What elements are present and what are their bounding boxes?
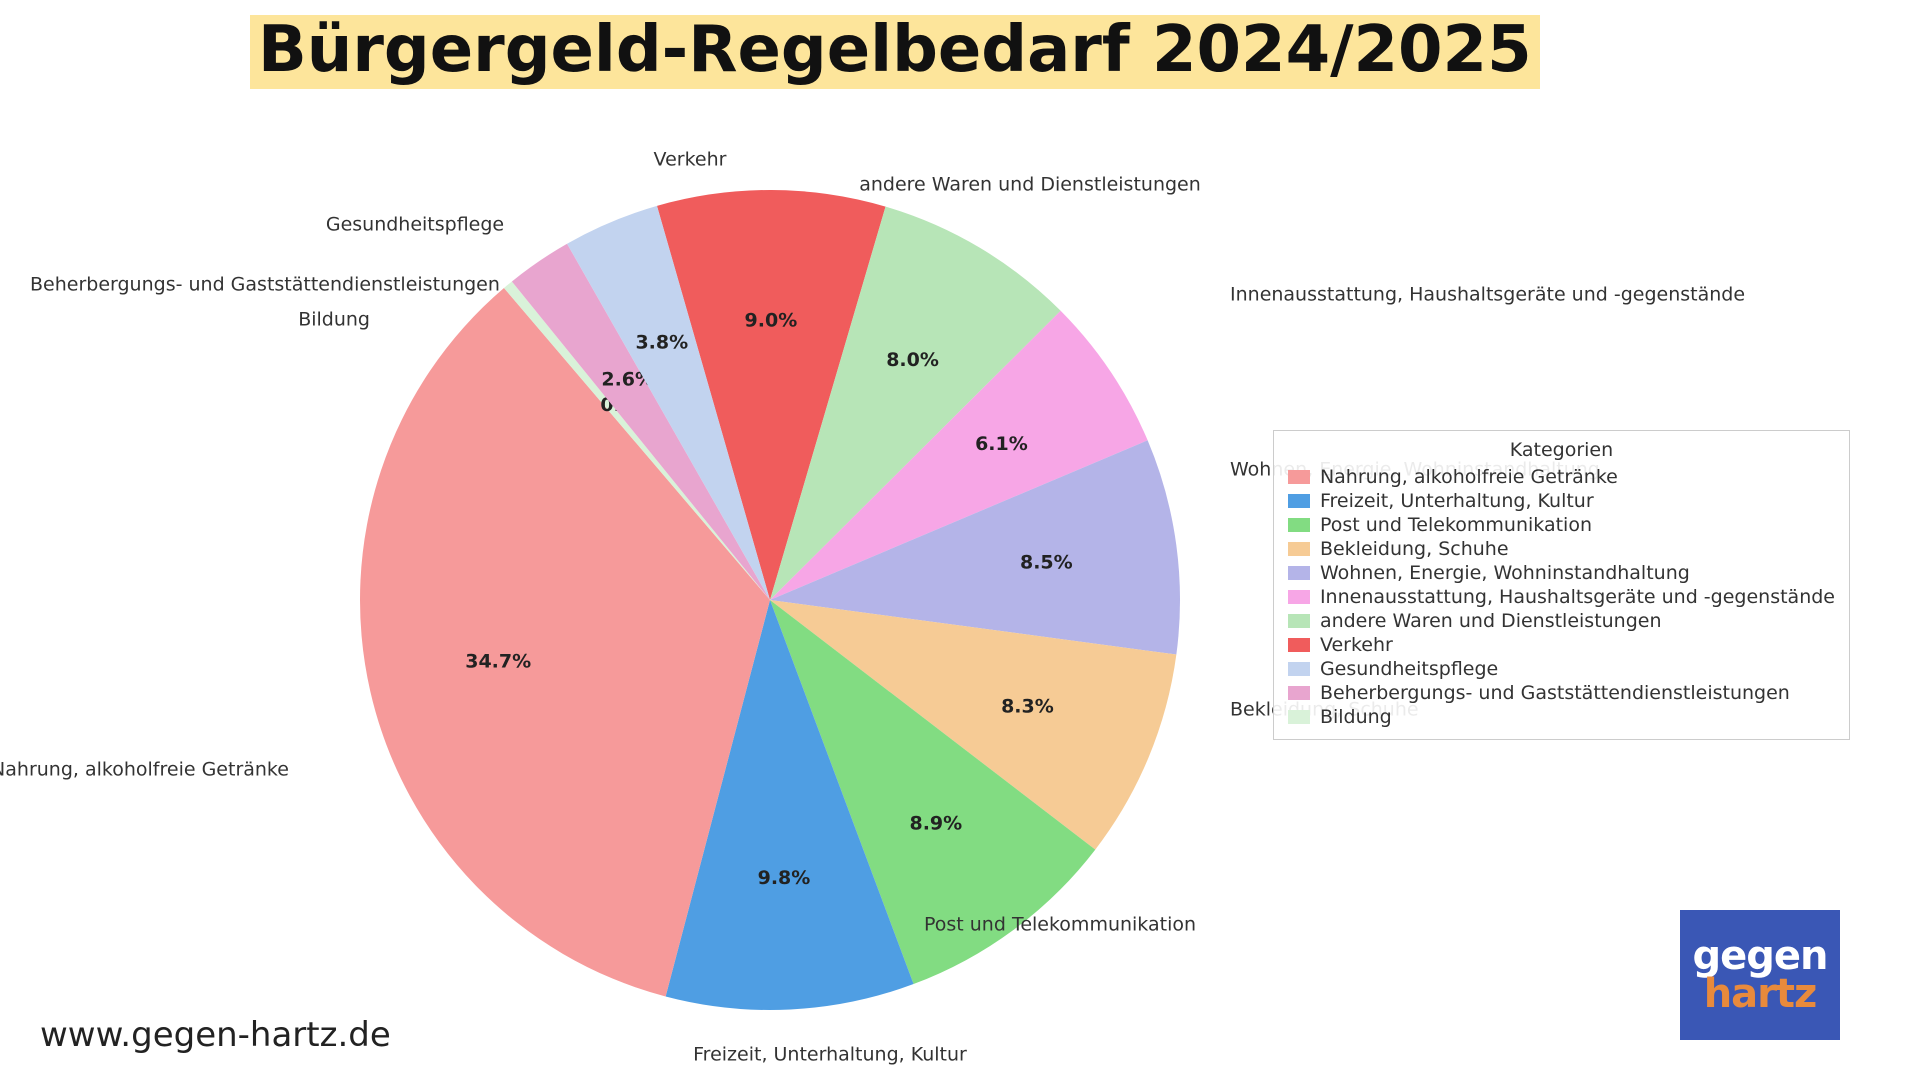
legend-swatch (1288, 710, 1310, 724)
legend-swatch (1288, 566, 1310, 580)
legend-swatch (1288, 686, 1310, 700)
slice-outer-label: Verkehr (654, 149, 727, 171)
legend-swatch (1288, 518, 1310, 532)
legend-swatch (1288, 590, 1310, 604)
legend-row: Gesundheitspflege (1288, 657, 1835, 681)
legend-swatch (1288, 494, 1310, 508)
legend-row: Innenausstattung, Haushaltsgeräte und -g… (1288, 585, 1835, 609)
legend-label: Beherbergungs- und Gaststättendienstleis… (1320, 682, 1790, 704)
logo: gegen hartz (1680, 910, 1840, 1040)
legend-swatch (1288, 614, 1310, 628)
slice-outer-label: Bildung (298, 309, 370, 331)
legend-label: Freizeit, Unterhaltung, Kultur (1320, 490, 1594, 512)
legend-swatch (1288, 662, 1310, 676)
slice-outer-label: Freizeit, Unterhaltung, Kultur (693, 1044, 967, 1066)
slice-outer-label: Gesundheitspflege (326, 214, 504, 236)
slice-outer-label: Nahrung, alkoholfreie Getränke (0, 759, 289, 781)
legend-row: Bildung (1288, 705, 1835, 729)
logo-line1: gegen (1693, 937, 1828, 975)
legend-label: Nahrung, alkoholfreie Getränke (1320, 466, 1618, 488)
slice-pct-label: 34.7% (465, 651, 531, 673)
legend-row: Verkehr (1288, 633, 1835, 657)
legend-label: Verkehr (1320, 634, 1393, 656)
slice-outer-label: Innenausstattung, Haushaltsgeräte und -g… (1230, 284, 1745, 306)
legend-row: Post und Telekommunikation (1288, 513, 1835, 537)
legend-label: Bekleidung, Schuhe (1320, 538, 1509, 560)
slice-pct-label: 8.3% (1001, 696, 1054, 718)
legend-label: andere Waren und Dienstleistungen (1320, 610, 1662, 632)
legend-row: Wohnen, Energie, Wohninstandhaltung (1288, 561, 1835, 585)
logo-line2: hartz (1704, 975, 1817, 1013)
legend-label: Gesundheitspflege (1320, 658, 1498, 680)
legend-row: Beherbergungs- und Gaststättendienstleis… (1288, 681, 1835, 705)
slice-outer-label: andere Waren und Dienstleistungen (859, 174, 1201, 196)
legend-label: Innenausstattung, Haushaltsgeräte und -g… (1320, 586, 1835, 608)
legend-swatch (1288, 470, 1310, 484)
slice-pct-label: 3.8% (635, 332, 688, 354)
slice-pct-label: 8.9% (909, 813, 962, 835)
slice-outer-label: Post und Telekommunikation (924, 914, 1196, 936)
legend-row: andere Waren und Dienstleistungen (1288, 609, 1835, 633)
source-url: www.gegen-hartz.de (40, 1015, 391, 1055)
legend-row: Bekleidung, Schuhe (1288, 537, 1835, 561)
legend-label: Post und Telekommunikation (1320, 514, 1592, 536)
slice-outer-label: Beherbergungs- und Gaststättendienstleis… (30, 274, 500, 296)
legend-title: Kategorien (1288, 439, 1835, 461)
slice-pct-label: 9.8% (758, 867, 811, 889)
legend-row: Freizeit, Unterhaltung, Kultur (1288, 489, 1835, 513)
legend-label: Bildung (1320, 706, 1392, 728)
slice-pct-label: 8.5% (1020, 551, 1073, 573)
legend-swatch (1288, 542, 1310, 556)
legend-label: Wohnen, Energie, Wohninstandhaltung (1320, 562, 1690, 584)
slice-pct-label: 8.0% (886, 349, 939, 371)
legend-swatch (1288, 638, 1310, 652)
slice-pct-label: 6.1% (975, 433, 1028, 455)
slice-pct-label: 9.0% (745, 310, 798, 332)
legend-row: Nahrung, alkoholfreie Getränke (1288, 465, 1835, 489)
legend: Kategorien Nahrung, alkoholfreie Getränk… (1273, 430, 1850, 740)
